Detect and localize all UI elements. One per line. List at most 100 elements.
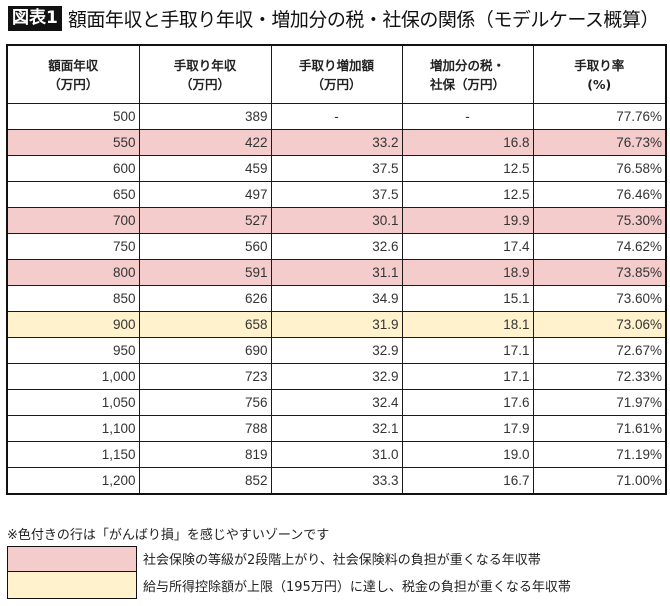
cell-increase: 33.3 [270, 467, 403, 495]
cell-net: 852 [138, 467, 272, 495]
header-tax-social-increase: 増加分の税・ 社保（万円） [401, 44, 534, 104]
cell-tax-social: - [401, 103, 534, 130]
header-line: (%) [587, 76, 612, 92]
cell-net: 723 [138, 363, 272, 390]
header-line: 手取り率 [574, 57, 625, 73]
table-row: 1,200 852 33.3 16.7 71.00% [6, 467, 667, 495]
cell-tax-social: 17.9 [401, 415, 534, 442]
cell-gross: 1,200 [6, 467, 140, 495]
table-row: 900 658 31.9 18.1 73.06% [6, 311, 667, 338]
cell-rate: 73.06% [532, 311, 667, 338]
cell-net: 788 [138, 415, 272, 442]
table-header-row: 額面年収 （万円） 手取り年収 （万円） 手取り増加額 （万円） 増加分の税・ 社保（万… [6, 44, 667, 104]
legend-label: 社会保険の等級が2段階上がり、社会保険料の負担が重くなる年収帯 [143, 553, 541, 568]
table-row: 1,000 723 32.9 17.1 72.33% [6, 363, 667, 390]
cell-tax-social: 16.7 [401, 467, 534, 495]
header-line: （万円） [48, 76, 99, 92]
header-line: （万円） [179, 76, 230, 92]
cell-rate: 76.46% [532, 181, 667, 208]
cell-tax-social: 17.1 [401, 337, 534, 364]
cell-rate: 75.30% [532, 207, 667, 234]
cell-gross: 1,050 [6, 389, 140, 416]
legend-item-yellow: 給与所得控除額が上限（195万円）に達し、税金の負担が重くなる年収帯 [7, 572, 571, 599]
cell-rate: 73.60% [532, 285, 667, 312]
cell-increase: 32.9 [270, 337, 403, 364]
table-row: 650 497 37.5 12.5 76.46% [6, 181, 667, 208]
cell-net: 690 [138, 337, 272, 364]
cell-net: 591 [138, 259, 272, 286]
table-row: 700 527 30.1 19.9 75.30% [6, 207, 667, 234]
legend-swatch-pink [7, 545, 137, 572]
cell-increase: 30.1 [270, 207, 403, 234]
figure-title: 図表1 額面年収と手取り年収・増加分の税・社保の関係（モデルケース概算） [8, 5, 659, 31]
cell-gross: 1,150 [6, 441, 140, 468]
cell-gross: 900 [6, 311, 140, 338]
cell-net: 560 [138, 233, 272, 260]
cell-gross: 750 [6, 233, 140, 260]
table-row: 950 690 32.9 17.1 72.67% [6, 337, 667, 364]
header-line: 手取り年収 [173, 57, 237, 73]
cell-gross: 550 [6, 129, 140, 156]
cell-tax-social: 15.1 [401, 285, 534, 312]
table-row: 800 591 31.1 18.9 73.85% [6, 259, 667, 286]
cell-increase: 31.1 [270, 259, 403, 286]
table-row: 1,100 788 32.1 17.9 71.61% [6, 415, 667, 442]
table-row: 750 560 32.6 17.4 74.62% [6, 233, 667, 260]
cell-increase: 32.9 [270, 363, 403, 390]
cell-increase: 37.5 [270, 155, 403, 182]
header-gross-income: 額面年収 （万円） [6, 44, 140, 104]
header-line: 増加分の税・ [429, 57, 505, 73]
cell-tax-social: 18.9 [401, 259, 534, 286]
header-net-income: 手取り年収 （万円） [138, 44, 272, 104]
cell-net: 422 [138, 129, 272, 156]
legend: 社会保険の等級が2段階上がり、社会保険料の負担が重くなる年収帯 給与所得控除額が… [7, 545, 571, 599]
cell-increase: 32.4 [270, 389, 403, 416]
cell-gross: 800 [6, 259, 140, 286]
figure-badge: 図表1 [8, 5, 62, 31]
cell-increase: 32.6 [270, 233, 403, 260]
cell-increase: 31.0 [270, 441, 403, 468]
cell-rate: 72.33% [532, 363, 667, 390]
cell-rate: 76.73% [532, 129, 667, 156]
cell-gross: 1,100 [6, 415, 140, 442]
header-line: 手取り増加額 [298, 57, 374, 73]
cell-net: 626 [138, 285, 272, 312]
cell-rate: 77.76% [532, 103, 667, 130]
cell-tax-social: 17.6 [401, 389, 534, 416]
cell-tax-social: 19.9 [401, 207, 534, 234]
cell-increase: 37.5 [270, 181, 403, 208]
header-line: （万円） [311, 76, 362, 92]
table-row: 600 459 37.5 12.5 76.58% [6, 155, 667, 182]
legend-swatch-yellow [7, 572, 137, 599]
cell-tax-social: 18.1 [401, 311, 534, 338]
cell-net: 459 [138, 155, 272, 182]
table-row: 1,150 819 31.0 19.0 71.19% [6, 441, 667, 468]
cell-rate: 71.61% [532, 415, 667, 442]
cell-rate: 76.58% [532, 155, 667, 182]
cell-increase: 31.9 [270, 311, 403, 338]
cell-gross: 650 [6, 181, 140, 208]
cell-gross: 950 [6, 337, 140, 364]
cell-net: 389 [138, 103, 272, 130]
cell-net: 756 [138, 389, 272, 416]
income-table: 額面年収 （万円） 手取り年収 （万円） 手取り増加額 （万円） 増加分の税・ 社保（万… [6, 44, 667, 495]
cell-increase: 33.2 [270, 129, 403, 156]
cell-rate: 73.85% [532, 259, 667, 286]
cell-tax-social: 19.0 [401, 441, 534, 468]
cell-increase: 32.1 [270, 415, 403, 442]
cell-gross: 500 [6, 103, 140, 130]
header-line: 社保（万円） [429, 76, 505, 92]
legend-label: 給与所得控除額が上限（195万円）に達し、税金の負担が重くなる年収帯 [143, 580, 571, 595]
footnote: ※色付きの行は「がんばり損」を感じやすいゾーンです [7, 528, 330, 543]
cell-increase: - [270, 103, 403, 130]
cell-tax-social: 17.4 [401, 233, 534, 260]
cell-gross: 850 [6, 285, 140, 312]
header-line: 額面年収 [48, 57, 99, 73]
cell-tax-social: 12.5 [401, 181, 534, 208]
legend-item-pink: 社会保険の等級が2段階上がり、社会保険料の負担が重くなる年収帯 [7, 545, 571, 572]
table-row: 850 626 34.9 15.1 73.60% [6, 285, 667, 312]
cell-rate: 74.62% [532, 233, 667, 260]
table-row: 500 389- -77.76% [6, 103, 667, 130]
cell-net: 658 [138, 311, 272, 338]
cell-rate: 71.00% [532, 467, 667, 495]
